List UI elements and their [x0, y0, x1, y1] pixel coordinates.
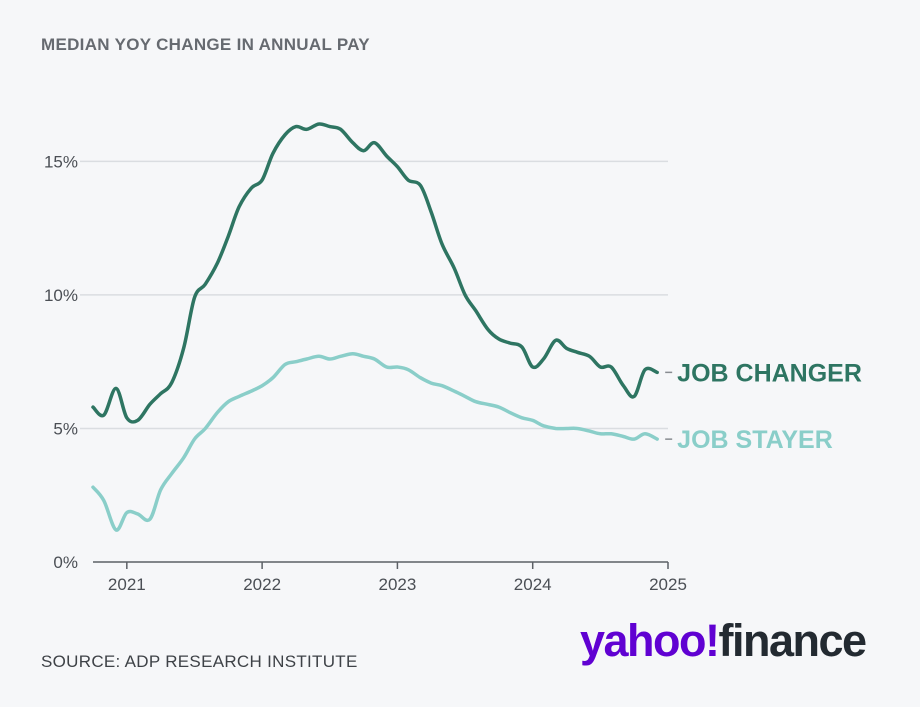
series-line-job-stayer [91, 351, 659, 532]
logo-yahoo: yahoo! [580, 615, 720, 666]
y-axis-tick-labels: 0% 5% 10% 15% [44, 152, 78, 572]
x-tick-label: 2025 [649, 575, 687, 594]
x-tick-label: 2022 [243, 575, 281, 594]
x-tick-label: 2024 [514, 575, 552, 594]
y-tick-label: 0% [53, 553, 78, 572]
series-labels: JOB CHANGER JOB STAYER [665, 359, 862, 454]
x-tick-label: 2023 [378, 575, 416, 594]
y-tick-label: 5% [53, 419, 78, 438]
source-note: SOURCE: ADP RESEARCH INSTITUTE [41, 652, 358, 671]
logo-finance: finance [718, 615, 868, 666]
series-label-job-stayer: JOB STAYER [677, 426, 833, 454]
series-line-job-changer [91, 122, 659, 424]
x-tick-label: 2021 [108, 575, 146, 594]
series-label-job-changer: JOB CHANGER [677, 359, 862, 387]
chart-title: MEDIAN YOY CHANGE IN ANNUAL PAY [41, 35, 370, 54]
x-axis: 2021 2022 2023 2024 2025 [93, 561, 687, 594]
y-tick-label: 10% [44, 286, 78, 305]
y-tick-label: 15% [44, 152, 78, 171]
yahoo-finance-logo: yahoo!finance [580, 615, 868, 666]
series-lines [91, 122, 659, 532]
